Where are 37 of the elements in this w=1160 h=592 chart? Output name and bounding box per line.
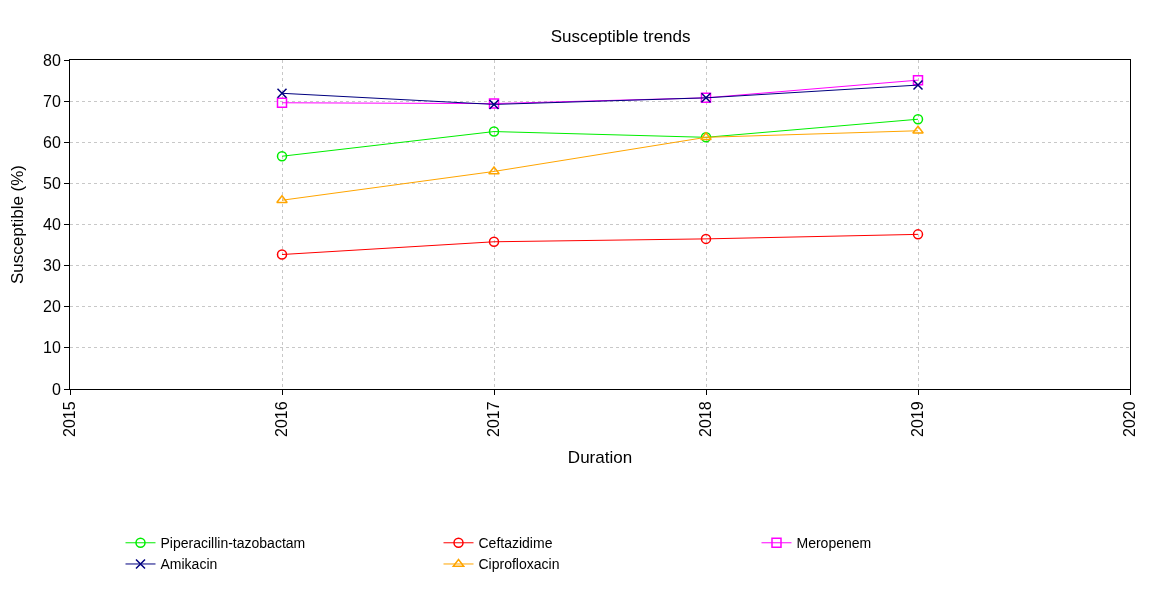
- point: [912, 74, 924, 86]
- y-tick-label: 50: [43, 174, 61, 192]
- point: [276, 150, 288, 162]
- x-axis-title: Duration: [567, 448, 633, 468]
- y-tick-label: 70: [43, 92, 61, 110]
- y-tick-label: 0: [51, 380, 61, 398]
- point: [276, 97, 288, 109]
- point: [700, 233, 712, 245]
- y-tick-label: 20: [43, 298, 61, 316]
- x-tick-label: 2015: [61, 401, 79, 437]
- x-tick-label: 2020: [1121, 401, 1139, 437]
- y-tick-label: 80: [43, 51, 61, 69]
- y-tick-label: 60: [43, 133, 61, 151]
- point: [912, 79, 924, 91]
- point: [912, 113, 924, 125]
- y-axis-title: Susceptible (%): [7, 164, 27, 285]
- point: [488, 236, 500, 248]
- legend-label: Amikacin: [160, 556, 218, 573]
- point: [912, 229, 924, 240]
- point: [276, 88, 288, 99]
- chart-title: Susceptible trends: [550, 26, 691, 46]
- x-tick-label: 2018: [697, 401, 715, 437]
- y-tick-label: 40: [43, 216, 61, 234]
- y-tick-label: 10: [43, 339, 61, 357]
- point: [276, 194, 288, 204]
- legend-label: Ceftazidime: [478, 535, 553, 552]
- x-tick-label: 2019: [909, 401, 927, 437]
- y-tick-label: 30: [43, 257, 61, 275]
- point: [488, 166, 500, 175]
- x-tick-label: 2017: [485, 401, 503, 437]
- point: [276, 249, 288, 260]
- point: [488, 126, 500, 137]
- x-tick-label: 2016: [273, 401, 291, 437]
- legend-label: Meropenem: [796, 535, 872, 552]
- legend-label: Piperacillin-tazobactam: [160, 535, 306, 552]
- point: [912, 125, 924, 134]
- legend-label: Ciprofloxacin: [478, 556, 560, 573]
